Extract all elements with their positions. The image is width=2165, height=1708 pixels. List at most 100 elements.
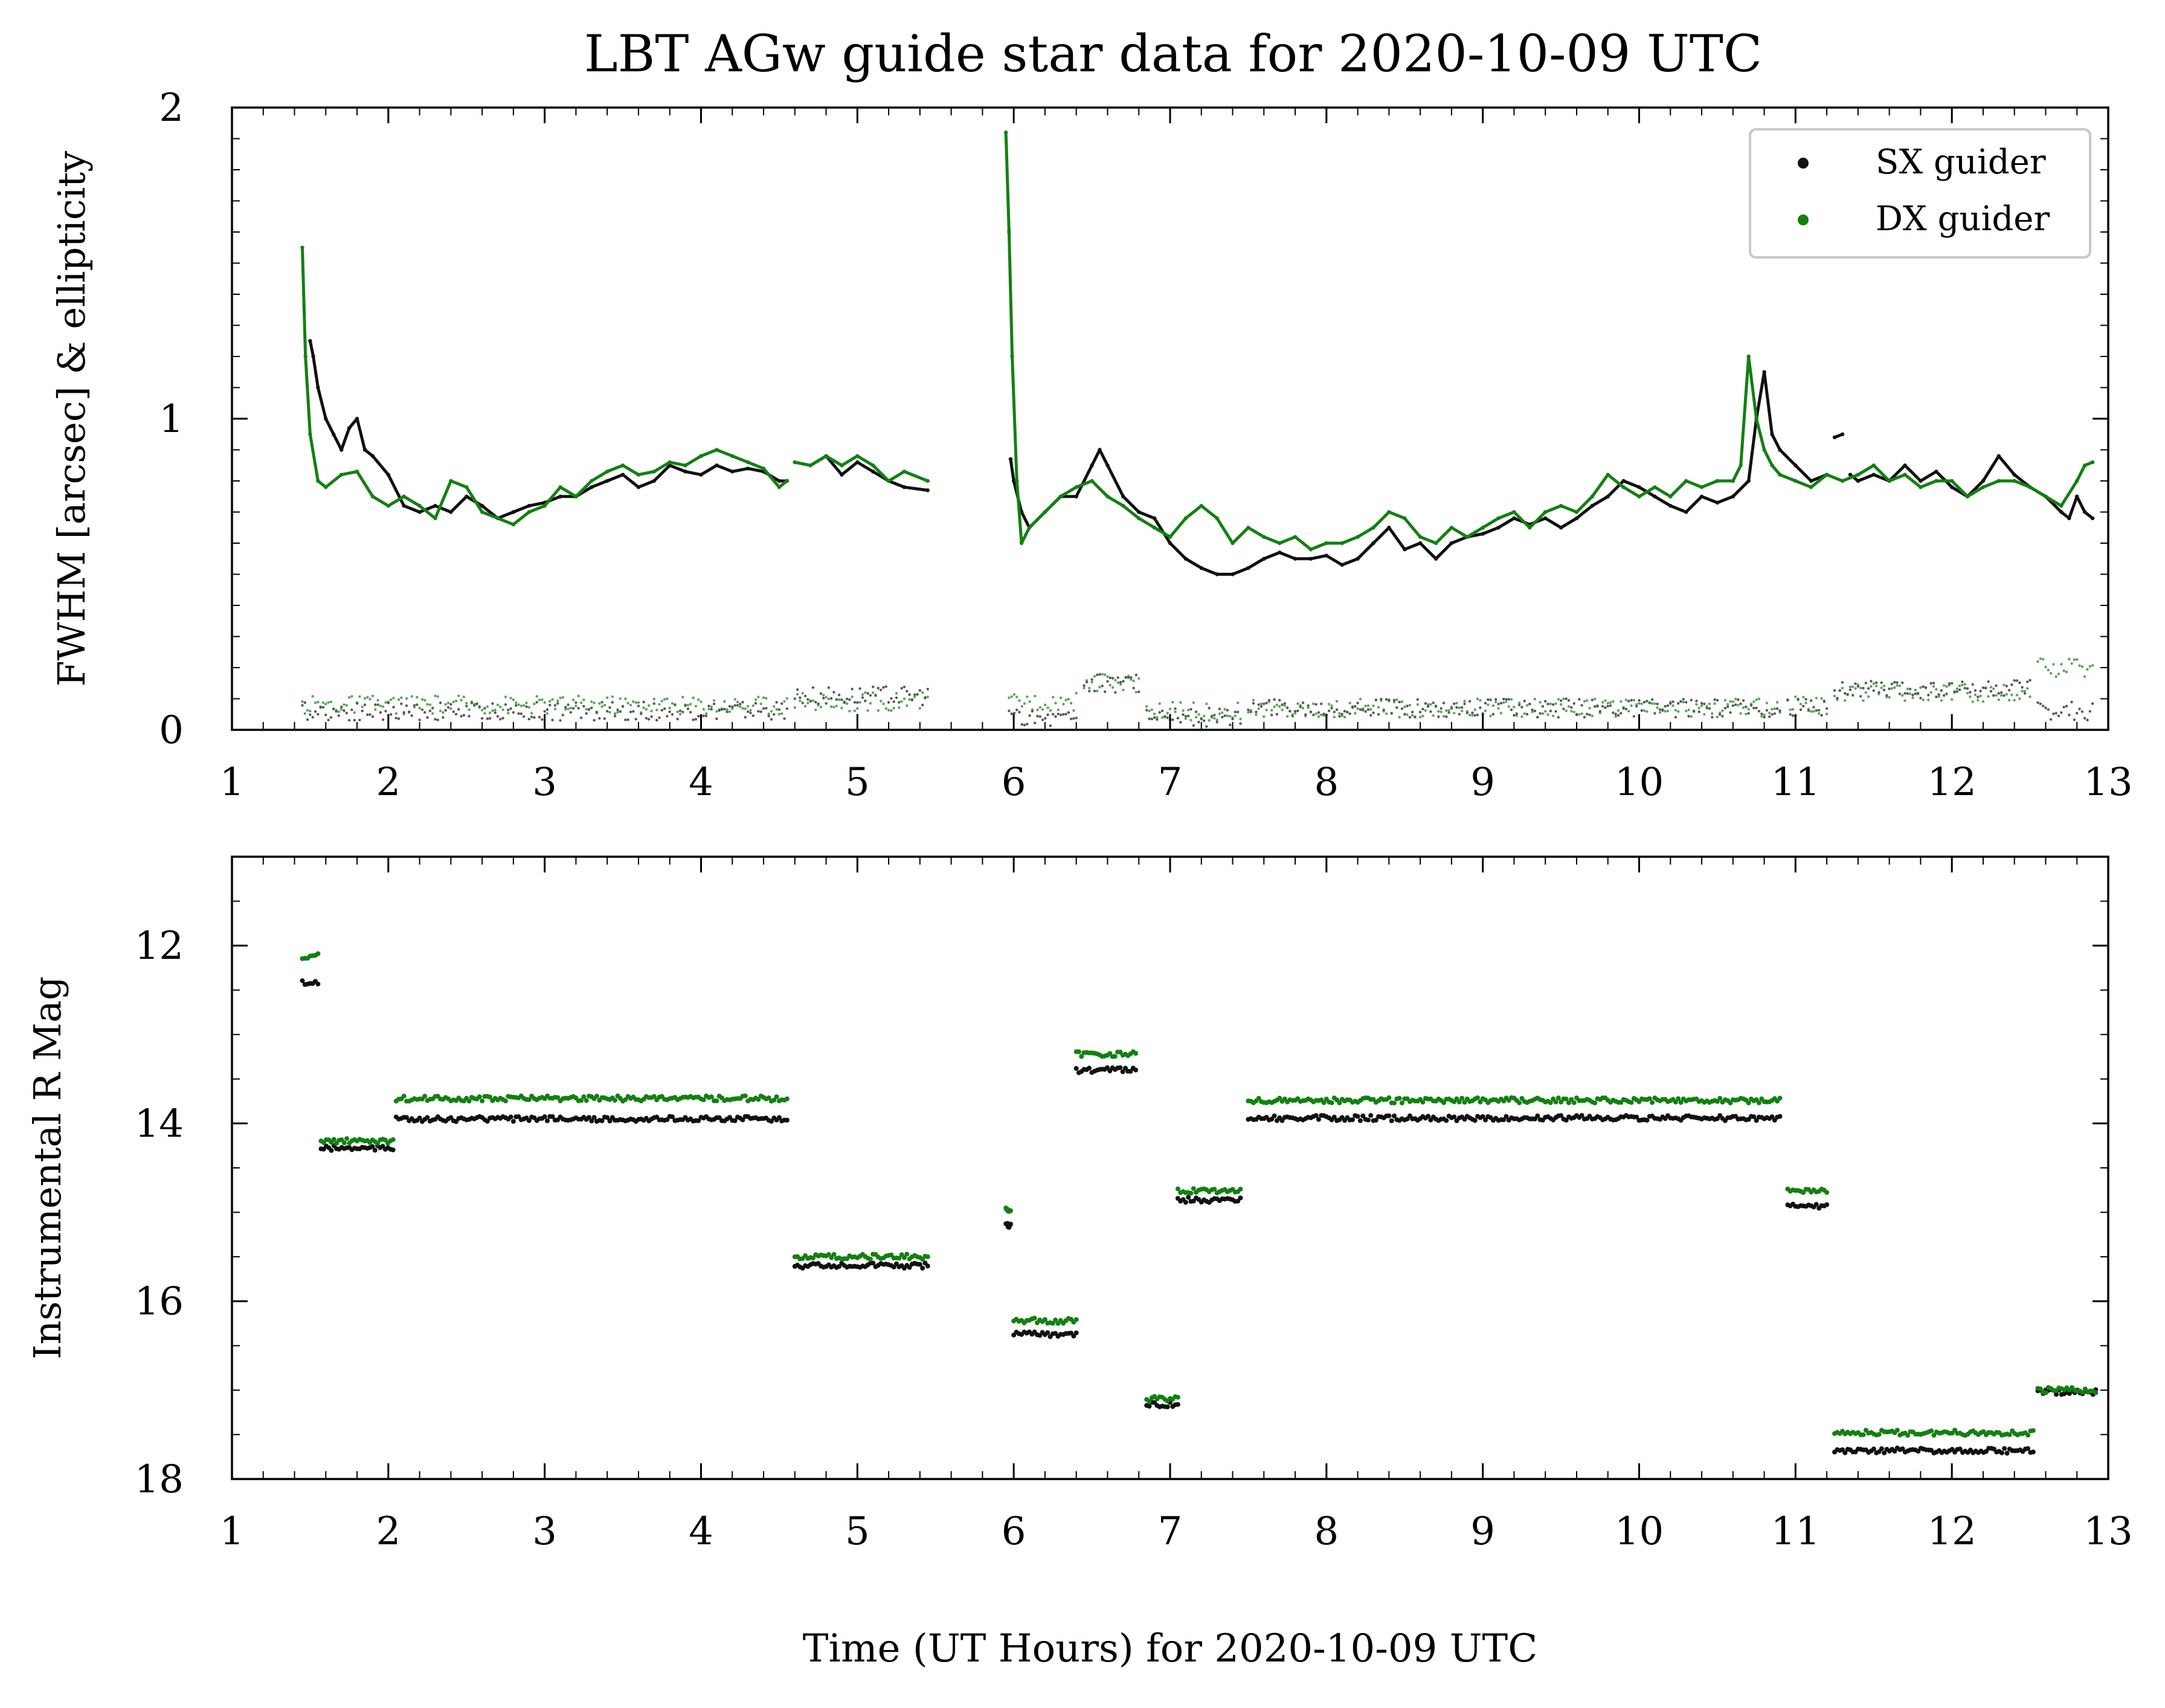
fwhm-series-0-point	[1387, 526, 1391, 530]
fwhm-series-0-point	[1684, 510, 1688, 514]
fwhm-series-3-point	[1846, 693, 1849, 697]
fwhm-series-2-point	[1906, 692, 1909, 695]
fwhm-series-2-point	[593, 718, 596, 722]
fwhm-series-2-point	[444, 709, 447, 712]
fwhm-series-2-point	[1594, 705, 1597, 708]
fwhm-series-1-point	[683, 463, 687, 468]
fwhm-series-1-point	[1840, 479, 1845, 483]
fwhm-series-1-point	[730, 454, 735, 458]
fwhm-series-2-point	[1989, 690, 1993, 693]
fwhm-series-3-point	[1468, 714, 1472, 717]
fwhm-series-2-point	[1914, 692, 1917, 695]
fwhm-series-2-point	[1179, 721, 1182, 724]
fwhm-series-3-point	[1338, 712, 1341, 715]
fwhm-series-3-point	[1716, 715, 1719, 719]
fwhm-series-2-point	[382, 718, 385, 721]
magnitude-series-1-point	[477, 1094, 482, 1100]
fwhm-series-3-point	[1567, 705, 1571, 708]
magnitude-series-0-point	[508, 1114, 513, 1120]
fwhm-series-1-point	[1168, 535, 1173, 539]
fwhm-series-3-point	[1046, 706, 1049, 709]
fwhm-series-3-point	[1304, 715, 1307, 718]
fwhm-series-3-point	[809, 700, 812, 703]
fwhm-series-3-point	[884, 707, 888, 710]
fwhm-series-3-point	[361, 705, 364, 709]
fwhm-series-3-point	[520, 704, 523, 707]
fwhm-series-3-point	[1864, 691, 1867, 694]
fwhm-series-2-point	[1432, 701, 1435, 704]
fwhm-series-3-point	[1067, 698, 1070, 701]
fwhm-series-2-point	[368, 713, 372, 716]
fwhm-series-0-point	[745, 466, 750, 471]
fwhm-series-3-point	[1836, 698, 1839, 701]
fwhm-series-2-point	[658, 716, 661, 720]
magnitude-series-1-point	[756, 1097, 761, 1102]
magnitude-series-1-point	[771, 1097, 777, 1103]
fwhm-series-2-point	[1059, 714, 1063, 717]
magnitude-series-1-point	[651, 1094, 657, 1099]
fwhm-series-2-point	[1995, 684, 1998, 688]
fwhm-series-2-point	[1971, 683, 1974, 686]
fwhm-series-3-point	[611, 695, 614, 698]
fwhm-series-3-point	[2015, 694, 2019, 697]
fwhm-series-2-point	[1038, 715, 1042, 718]
fwhm-series-3-point	[501, 708, 504, 711]
fwhm-series-2-point	[347, 718, 351, 722]
fwhm-series-3-point	[1153, 712, 1156, 715]
fwhm-series-3-point	[1497, 707, 1500, 710]
fwhm-series-3-point	[793, 706, 797, 709]
magnitude-series-0-point	[1634, 1114, 1639, 1120]
fwhm-series-1-point	[1824, 472, 1829, 477]
fwhm-series-1-point	[574, 494, 578, 498]
fwhm-series-3-point	[2065, 671, 2068, 674]
fwhm-series-2-point	[892, 700, 895, 703]
fwhm-series-1-point	[1293, 535, 1298, 539]
fwhm-series-3-point	[1539, 701, 1542, 704]
fwhm-series-2-point	[567, 703, 570, 706]
fwhm-series-3-point	[1356, 707, 1359, 711]
fwhm-series-2-point	[1903, 692, 1906, 695]
fwhm-series-3-point	[1359, 697, 1362, 701]
fwhm-series-2-point	[1194, 711, 1198, 714]
fwhm-series-1-point	[433, 516, 437, 520]
fwhm-series-2-point	[1145, 709, 1148, 712]
magnitude-series-0-point	[1957, 1446, 1963, 1452]
fwhm-series-3-point	[606, 696, 609, 700]
fwhm-series-2-point	[822, 697, 825, 700]
fwhm-series-2-point	[1106, 680, 1109, 683]
fwhm-series-2-point	[1494, 698, 1497, 701]
fwhm-series-2-point	[1666, 704, 1670, 707]
fwhm-series-2-point	[2052, 712, 2055, 715]
magnitude-series-1-point	[701, 1097, 706, 1103]
fwhm-series-3-point	[832, 706, 835, 709]
fwhm-series-2-point	[1377, 713, 1380, 716]
fwhm-series-2-point	[1497, 703, 1500, 706]
fwhm-series-3-point	[1804, 701, 1807, 704]
magnitude-series-1-point	[1337, 1100, 1342, 1106]
fwhm-series-2-point	[1919, 697, 1922, 700]
fwhm-series-2-point	[902, 685, 906, 689]
magnitude-series-0-point	[526, 1118, 532, 1123]
fwhm-series-2-point	[1565, 697, 1568, 700]
fwhm-series-3-point	[454, 700, 458, 703]
fwhm-series-3-point	[1697, 706, 1700, 710]
fwhm-series-3-point	[556, 699, 559, 703]
magnitude-x-tick-label: 3	[532, 1509, 557, 1554]
fwhm-series-1-point	[1996, 479, 2001, 483]
fwhm-series-2-point	[1525, 712, 1529, 716]
magnitude-series-1-point	[2007, 1432, 2012, 1437]
magnitude-series-1-point	[774, 1094, 779, 1100]
fwhm-series-3-point	[1580, 712, 1583, 715]
magnitude-series-1-point	[1441, 1100, 1446, 1105]
fwhm-series-2-point	[1771, 713, 1774, 716]
fwhm-series-3-point	[775, 707, 778, 711]
fwhm-series-3-point	[918, 707, 922, 710]
fwhm-series-2-point	[1614, 712, 1617, 716]
fwhm-series-1-point	[1621, 485, 1626, 489]
fwhm-series-3-point	[1034, 694, 1037, 698]
fwhm-series-2-point	[678, 709, 682, 712]
fwhm-series-2-point	[1082, 684, 1086, 688]
fwhm-series-3-point	[1174, 711, 1177, 714]
fwhm-series-1-point	[1090, 479, 1094, 483]
fwhm-series-3-point	[1517, 701, 1521, 704]
